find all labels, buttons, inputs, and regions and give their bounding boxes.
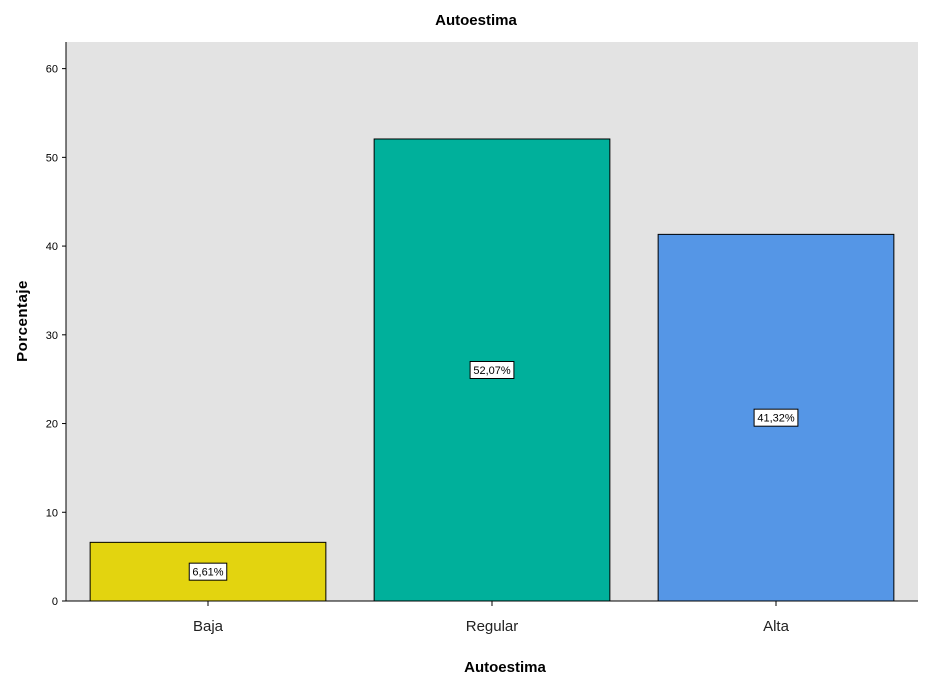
x-axis-title: Autoestima	[464, 659, 546, 676]
y-tick-label: 40	[46, 241, 58, 253]
data-label-box	[188, 562, 228, 581]
data-label-box	[469, 360, 515, 379]
y-axis-title: Porcentaje	[14, 280, 31, 362]
chart-title: Autoestima	[435, 12, 517, 29]
x-tick-label: Alta	[763, 618, 790, 635]
y-tick-label: 30	[46, 330, 58, 342]
data-label: 52,07%	[473, 365, 511, 377]
y-tick-label: 60	[46, 64, 58, 76]
y-tick-label: 50	[46, 152, 58, 164]
x-tick-label: Baja	[193, 618, 224, 635]
data-label: 6,61%	[192, 567, 223, 579]
y-tick-label: 20	[46, 419, 58, 431]
data-label: 41,32%	[757, 413, 795, 425]
data-label-box	[753, 408, 799, 427]
y-tick-label: 10	[46, 507, 58, 519]
x-tick-label: Regular	[466, 618, 519, 635]
y-tick-label: 0	[52, 596, 58, 608]
